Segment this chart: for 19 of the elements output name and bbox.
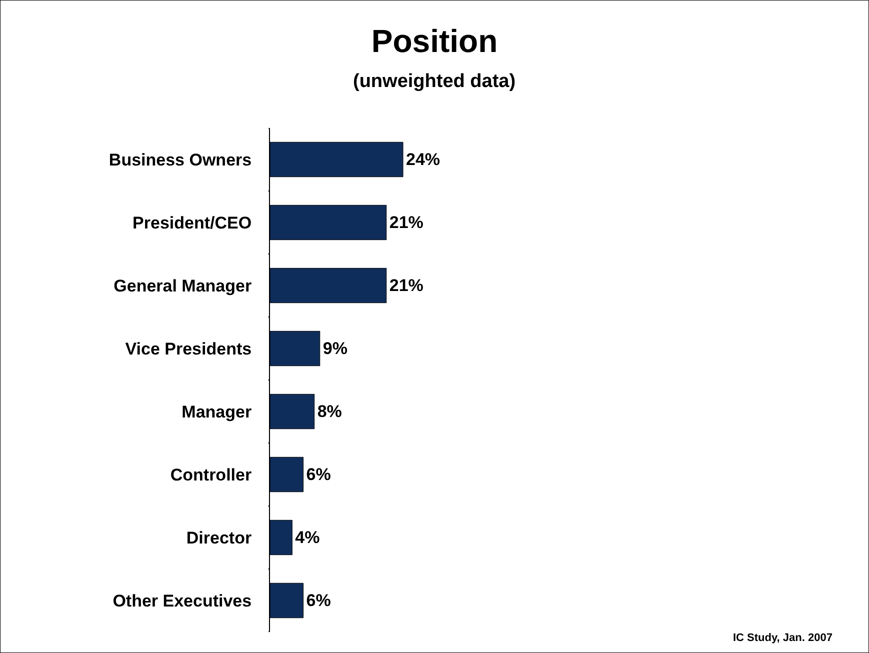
data-label: 21%: [389, 276, 424, 296]
y-tick-label: Director: [186, 528, 252, 548]
y-tick-label: General Manager: [114, 276, 252, 296]
text: IC Study, Jan. 2007: [733, 632, 832, 644]
y-tick-label: Vice Presidents: [125, 339, 252, 358]
data-label: 24%: [406, 150, 440, 169]
chart-subtitle: (unweighted data): [353, 71, 516, 92]
chart-title: Position: [371, 22, 498, 59]
y-tick-label: Manager: [182, 402, 252, 422]
data-label: 4%: [295, 528, 320, 547]
data-label: 8%: [317, 402, 342, 422]
data-label: 6%: [306, 465, 331, 484]
data-label: 21%: [389, 213, 424, 232]
y-tick-label: Controller: [170, 465, 252, 484]
y-tick-label: Business Owners: [108, 150, 252, 170]
y-tick-label: Other Executives: [112, 591, 252, 610]
data-label: 6%: [306, 591, 331, 610]
y-tick-label: President/CEO: [132, 213, 252, 232]
data-label: 9%: [322, 339, 348, 358]
